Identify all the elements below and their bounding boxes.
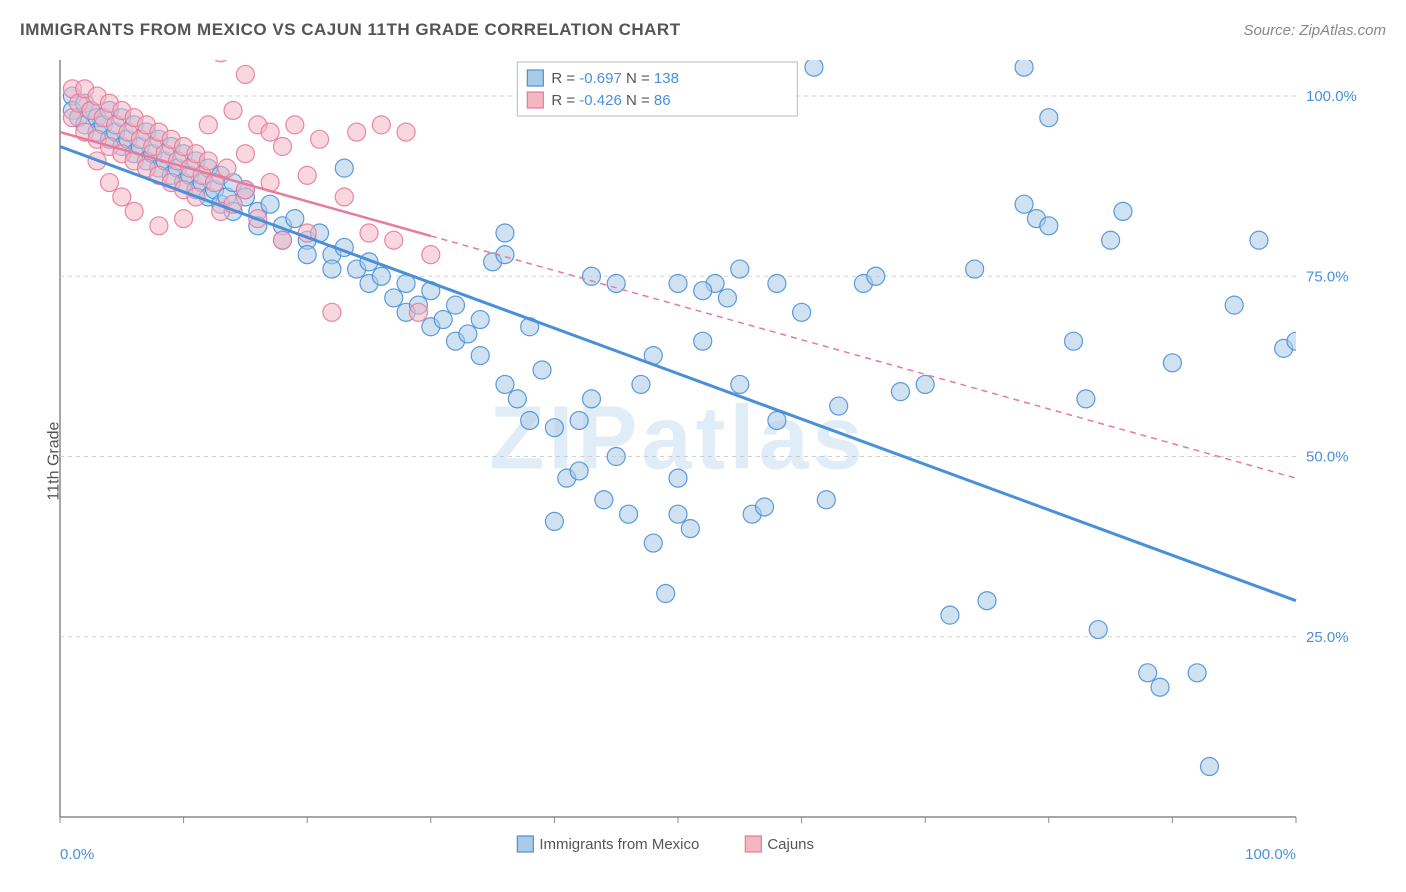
correlation-chart: 25.0%50.0%75.0%100.0%0.0%100.0%ZIPatlas … <box>20 50 1386 872</box>
legend-swatch <box>527 92 543 108</box>
x-tick-label: 0.0% <box>60 846 94 863</box>
chart-title: IMMIGRANTS FROM MEXICO VS CAJUN 11TH GRA… <box>20 20 681 40</box>
chart-container: 11th Grade 25.0% 50.0% 75.0% 100.0% 0.0% 100.… <box>20 50 1386 872</box>
y-tick-label: 50.0% <box>1306 449 1349 466</box>
legend-swatch <box>517 836 533 852</box>
legend-label: Cajuns <box>767 836 814 853</box>
legend-swatch <box>527 70 543 86</box>
y-axis-label: 11th Grade <box>45 422 63 501</box>
x-tick-label: 100.0% <box>1245 846 1296 863</box>
y-tick-label: 75.0% <box>1306 268 1349 285</box>
legend-swatch <box>745 836 761 852</box>
legend-stats-row: R = -0.697 N = 138 <box>551 70 679 87</box>
legend-label: Immigrants from Mexico <box>539 836 699 853</box>
source-label: Source: ZipAtlas.com <box>1243 22 1386 39</box>
trendline <box>60 147 1296 601</box>
y-tick-label: 25.0% <box>1306 629 1349 646</box>
y-tick-label: 100.0% <box>1306 88 1357 105</box>
legend-stats-row: R = -0.426 N = 86 <box>551 92 670 109</box>
